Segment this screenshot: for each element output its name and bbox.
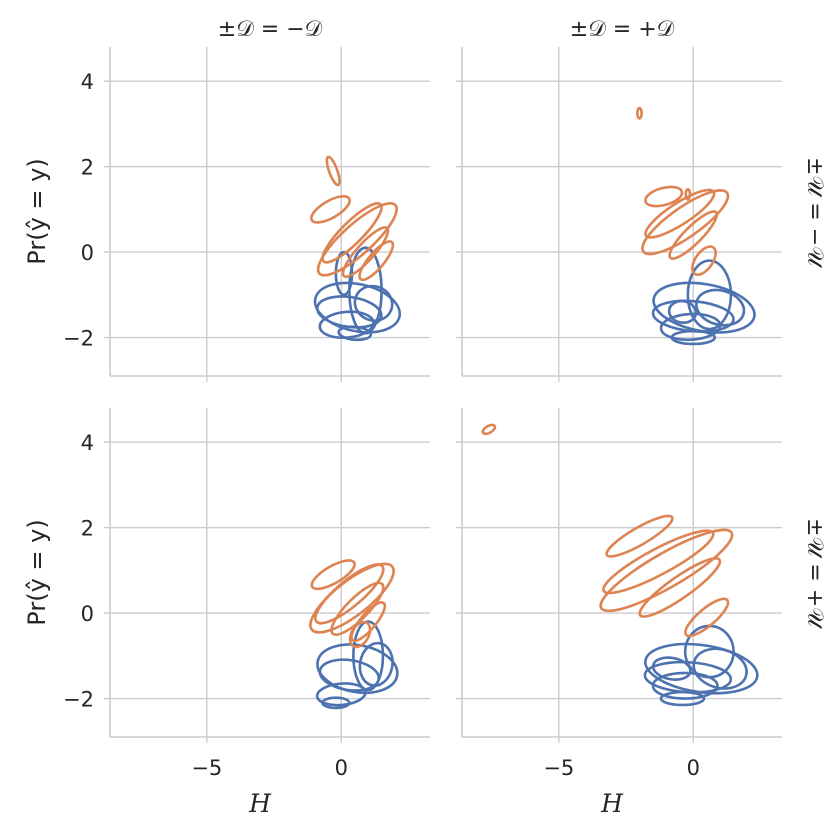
blue-contour-line [353, 284, 394, 322]
orange-contour-line [605, 514, 674, 558]
y-tick-label: −2 [63, 688, 94, 712]
blue-contour-line [692, 647, 748, 690]
orange-contour-line [684, 187, 692, 201]
orange-contour-line [684, 597, 730, 638]
y-axis-label: Pr(ŷ = y) [23, 519, 51, 625]
orange-contour-line [348, 620, 372, 649]
orange-density-contours [636, 106, 730, 277]
orange-contour-line [310, 195, 351, 224]
blue-contour-line [321, 696, 351, 710]
orange-contour-line [325, 155, 341, 187]
y-tick-label: 2 [81, 156, 94, 180]
x-axis-label: H [600, 789, 624, 818]
panel-r0-c1 [456, 47, 782, 382]
blue-density-contours [643, 624, 759, 707]
x-tick-label: −5 [191, 756, 222, 780]
blue-contour-line [318, 310, 375, 340]
blue-contour-line [644, 642, 759, 695]
blue-density-contours [315, 620, 399, 710]
blue-contour-line [651, 671, 719, 700]
orange-contour-line [691, 245, 717, 277]
orange-density-contours [310, 155, 398, 282]
orange-contour-line [330, 581, 385, 636]
y-tick-label: 2 [81, 517, 94, 541]
blue-contour-line [358, 641, 394, 687]
orange-contour-line [314, 563, 385, 625]
orange-contour-line [602, 529, 715, 595]
y-tick-label: 4 [81, 70, 94, 94]
orange-contour-line [644, 185, 684, 208]
panel-r0-c0: −2 0 2 4 [63, 47, 430, 382]
orange-contour-line [341, 226, 390, 279]
orange-contour-line [644, 188, 716, 239]
blue-density-contours [313, 246, 402, 342]
panel-r1-c0: −2 0 2 4 −5 0 [63, 408, 430, 780]
blue-contour-line [313, 281, 402, 334]
orange-contour-line [668, 210, 719, 260]
orange-density-contours [309, 559, 395, 649]
blue-contour-line [695, 288, 746, 327]
orange-contour-line [481, 423, 497, 436]
orange-contour-line [599, 528, 734, 613]
y-tick-label: 0 [81, 602, 94, 626]
orange-contour-line [641, 189, 730, 256]
y-tick-label: 4 [81, 431, 94, 455]
orange-contour-line [321, 202, 383, 264]
blue-contour-line [337, 325, 373, 342]
row-title: ±𝒰 = +𝒰 [802, 518, 827, 630]
orange-contour-line [350, 601, 387, 643]
panel-grid: −2 0 2 4 −2 0 2 4 −5 0 −5 0 [63, 47, 782, 780]
orange-contour-line [638, 557, 722, 618]
blue-contour-line [352, 620, 385, 692]
orange-density-contours [481, 423, 734, 638]
orange-contour-line [310, 559, 356, 591]
x-tick-label: 0 [687, 756, 700, 780]
figure-labels: ±𝒟 = −𝒟 ±𝒟 = +𝒟 ±𝒰 = −𝒰 ±𝒰 = +𝒰 Pr(ŷ = y) Pr(… [23, 17, 827, 818]
blue-contour-line [659, 690, 706, 707]
x-tick-label: 0 [335, 756, 348, 780]
blue-contour-line [652, 281, 756, 334]
row-title: ±𝒰 = −𝒰 [802, 157, 827, 269]
orange-contour-line [316, 202, 398, 277]
orange-contour-line [358, 240, 395, 282]
blue-density-contours [651, 259, 756, 346]
blue-contour-line [651, 656, 692, 681]
blue-contour-line [315, 682, 367, 707]
blue-contour-line [667, 299, 698, 324]
y-tick-label: 0 [81, 241, 94, 265]
column-title: ±𝒟 = +𝒟 [570, 17, 675, 42]
panel-r1-c1: −5 0 [456, 408, 782, 780]
column-title: ±𝒟 = −𝒟 [218, 17, 323, 42]
x-axis-label: H [248, 789, 272, 818]
orange-contour-line [636, 106, 643, 120]
x-tick-label: −5 [543, 756, 574, 780]
y-axis-label: Pr(ŷ = y) [23, 158, 51, 264]
y-tick-label: −2 [63, 327, 94, 351]
blue-contour-line [670, 329, 717, 346]
